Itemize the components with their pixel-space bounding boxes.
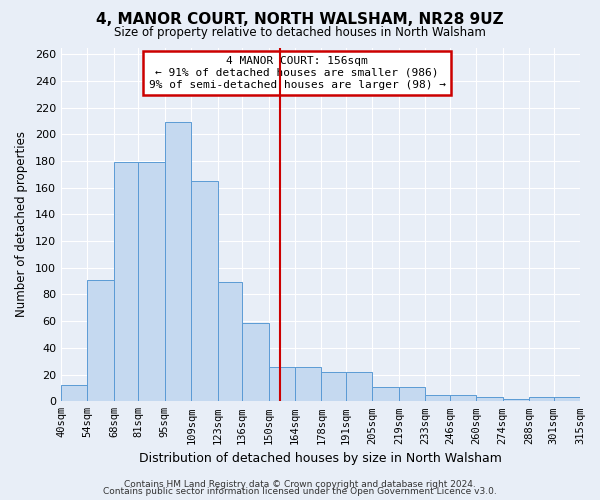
Text: Contains public sector information licensed under the Open Government Licence v3: Contains public sector information licen… [103, 487, 497, 496]
Bar [425, 394, 450, 402]
Bar [503, 398, 529, 402]
Bar [88, 280, 114, 402]
Bar [322, 372, 346, 402]
Bar [139, 162, 165, 402]
Bar [373, 386, 399, 402]
Bar [269, 366, 295, 402]
Bar [218, 282, 242, 402]
Bar [476, 398, 503, 402]
X-axis label: Distribution of detached houses by size in North Walsham: Distribution of detached houses by size … [139, 452, 502, 465]
Text: 4 MANOR COURT: 156sqm
← 91% of detached houses are smaller (986)
9% of semi-deta: 4 MANOR COURT: 156sqm ← 91% of detached … [149, 56, 446, 90]
Bar [529, 398, 554, 402]
Text: Contains HM Land Registry data © Crown copyright and database right 2024.: Contains HM Land Registry data © Crown c… [124, 480, 476, 489]
Bar [554, 398, 580, 402]
Bar [114, 162, 139, 402]
Bar [191, 181, 218, 402]
Text: 4, MANOR COURT, NORTH WALSHAM, NR28 9UZ: 4, MANOR COURT, NORTH WALSHAM, NR28 9UZ [96, 12, 504, 28]
Bar [346, 372, 373, 402]
Text: Size of property relative to detached houses in North Walsham: Size of property relative to detached ho… [114, 26, 486, 39]
Bar [399, 386, 425, 402]
Y-axis label: Number of detached properties: Number of detached properties [15, 132, 28, 318]
Bar [61, 386, 88, 402]
Bar [295, 366, 322, 402]
Bar [242, 322, 269, 402]
Bar [450, 394, 476, 402]
Bar [165, 122, 191, 402]
